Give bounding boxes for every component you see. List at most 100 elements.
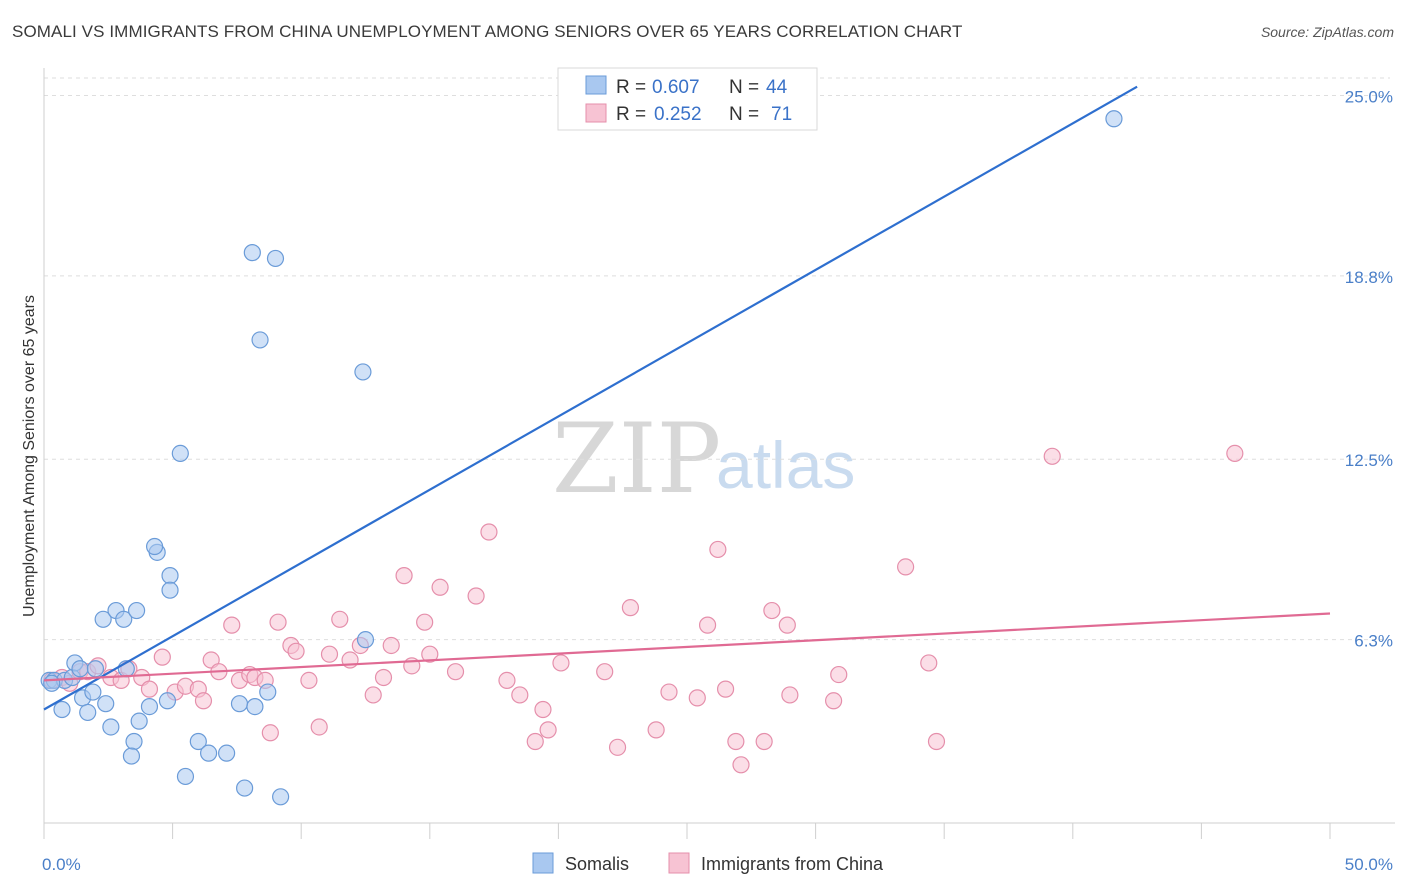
china-trendline bbox=[43, 612, 1331, 682]
somali-point-19 bbox=[125, 732, 143, 751]
trendlines bbox=[43, 85, 1331, 711]
x-tick-label-min: 0.0% bbox=[42, 855, 81, 874]
china-point-67 bbox=[897, 558, 915, 576]
somali-trendline bbox=[43, 85, 1138, 711]
bottom-legend-label-china: Immigrants from China bbox=[701, 854, 884, 874]
somali-point-38 bbox=[236, 779, 254, 797]
legend-n-label-somalis: N = bbox=[729, 77, 759, 98]
somali-point-18 bbox=[102, 718, 120, 736]
chart-title: SOMALI VS IMMIGRANTS FROM CHINA UNEMPLOY… bbox=[12, 22, 963, 41]
china-point-40 bbox=[431, 578, 449, 596]
somali-point-23 bbox=[161, 567, 179, 585]
china-point-60 bbox=[732, 756, 750, 774]
y-tick-labels: 6.3% 12.5% 18.8% 25.0% bbox=[1345, 87, 1393, 650]
somali-point-5 bbox=[71, 660, 89, 678]
somali-point-35 bbox=[243, 244, 261, 262]
somali-point-33 bbox=[246, 697, 264, 716]
china-point-51 bbox=[621, 599, 640, 617]
somali-point-9 bbox=[86, 660, 105, 678]
china-point-61 bbox=[755, 732, 773, 751]
somali-point-37 bbox=[251, 331, 269, 349]
y-tick-label-3: 25.0% bbox=[1345, 87, 1393, 106]
somali-point-26 bbox=[158, 692, 177, 710]
somali-point-32 bbox=[230, 695, 249, 713]
china-point-39 bbox=[421, 645, 439, 663]
somali-point-22 bbox=[145, 537, 164, 556]
bottom-legend: Somalis Immigrants from China bbox=[532, 852, 884, 874]
china-point-29 bbox=[320, 645, 339, 663]
somali-point-31 bbox=[218, 744, 236, 762]
china-point-28 bbox=[310, 718, 328, 736]
y-tick-label-0: 6.3% bbox=[1354, 632, 1393, 651]
china-point-50 bbox=[596, 663, 614, 681]
legend-r-value-china: 0.252 bbox=[654, 104, 702, 125]
y-tick-label-1: 12.5% bbox=[1345, 451, 1393, 470]
legend-n-value-somalis: 44 bbox=[766, 77, 788, 98]
somali-point-34 bbox=[259, 683, 277, 701]
somali-point-14 bbox=[115, 610, 133, 628]
legend-n-value-china: 71 bbox=[771, 104, 792, 125]
bottom-legend-label-somalis: Somalis bbox=[565, 854, 629, 874]
china-point-18 bbox=[223, 616, 241, 634]
somali-point-20 bbox=[122, 747, 141, 765]
china-point-15 bbox=[194, 692, 213, 710]
watermark-atlas: atlas bbox=[716, 428, 855, 502]
somali-point-41 bbox=[356, 631, 375, 649]
china-point-63 bbox=[778, 616, 796, 634]
legend-swatch-somalis bbox=[585, 75, 607, 95]
china-point-33 bbox=[364, 686, 382, 704]
china-point-45 bbox=[511, 686, 529, 704]
china-point-23 bbox=[261, 724, 279, 742]
china-point-53 bbox=[647, 721, 665, 739]
china-point-11 bbox=[153, 648, 171, 666]
china-point-49 bbox=[552, 654, 570, 672]
china-point-54 bbox=[660, 683, 678, 701]
somali-point-36 bbox=[266, 249, 285, 268]
somali-point-30 bbox=[200, 744, 218, 762]
bottom-legend-swatch-china bbox=[668, 852, 690, 874]
y-axis-title: Unemployment Among Seniors over 65 years bbox=[21, 295, 38, 617]
legend-n-label-china: N = bbox=[729, 104, 759, 125]
somali-point-40 bbox=[354, 363, 372, 381]
china-point-58 bbox=[716, 680, 735, 698]
legend-swatch-china bbox=[585, 103, 607, 123]
somali-point-17 bbox=[130, 712, 148, 730]
somali-point-12 bbox=[94, 610, 112, 628]
china-point-36 bbox=[395, 567, 413, 585]
china-point-10 bbox=[140, 680, 159, 698]
somali-point-11 bbox=[97, 695, 115, 713]
bottom-legend-swatch-somalis bbox=[532, 852, 554, 874]
somali-point-43 bbox=[43, 674, 61, 692]
legend-r-label-somalis: R = bbox=[616, 77, 646, 98]
china-point-69 bbox=[927, 732, 946, 751]
china-point-64 bbox=[781, 686, 799, 704]
china-point-56 bbox=[698, 616, 717, 634]
somali-point-8 bbox=[79, 703, 97, 722]
legend-r-label-china: R = bbox=[616, 104, 646, 125]
china-point-57 bbox=[709, 540, 727, 559]
x-tick-label-max: 50.0% bbox=[1345, 855, 1393, 874]
somali-point-24 bbox=[161, 581, 179, 599]
china-point-52 bbox=[608, 738, 627, 756]
china-point-27 bbox=[300, 671, 318, 690]
somali-point-16 bbox=[127, 601, 146, 620]
somali-points bbox=[40, 110, 1123, 806]
china-point-47 bbox=[534, 700, 552, 719]
china-point-55 bbox=[688, 689, 706, 707]
china-point-65 bbox=[825, 692, 843, 710]
y-tick-label-2: 18.8% bbox=[1345, 268, 1393, 287]
china-point-34 bbox=[374, 668, 393, 687]
china-point-35 bbox=[382, 636, 400, 655]
somali-point-28 bbox=[176, 767, 195, 786]
china-point-68 bbox=[920, 654, 938, 672]
legend: R = 0.607 N = 44 R = 0.252 N = 71 bbox=[557, 67, 818, 131]
china-point-66 bbox=[830, 665, 848, 684]
somali-point-29 bbox=[189, 732, 207, 751]
china-point-46 bbox=[526, 732, 544, 751]
somali-point-39 bbox=[272, 788, 290, 806]
china-point-59 bbox=[727, 732, 745, 751]
china-point-48 bbox=[539, 721, 557, 739]
somali-point-27 bbox=[171, 444, 189, 463]
china-point-30 bbox=[331, 610, 349, 628]
